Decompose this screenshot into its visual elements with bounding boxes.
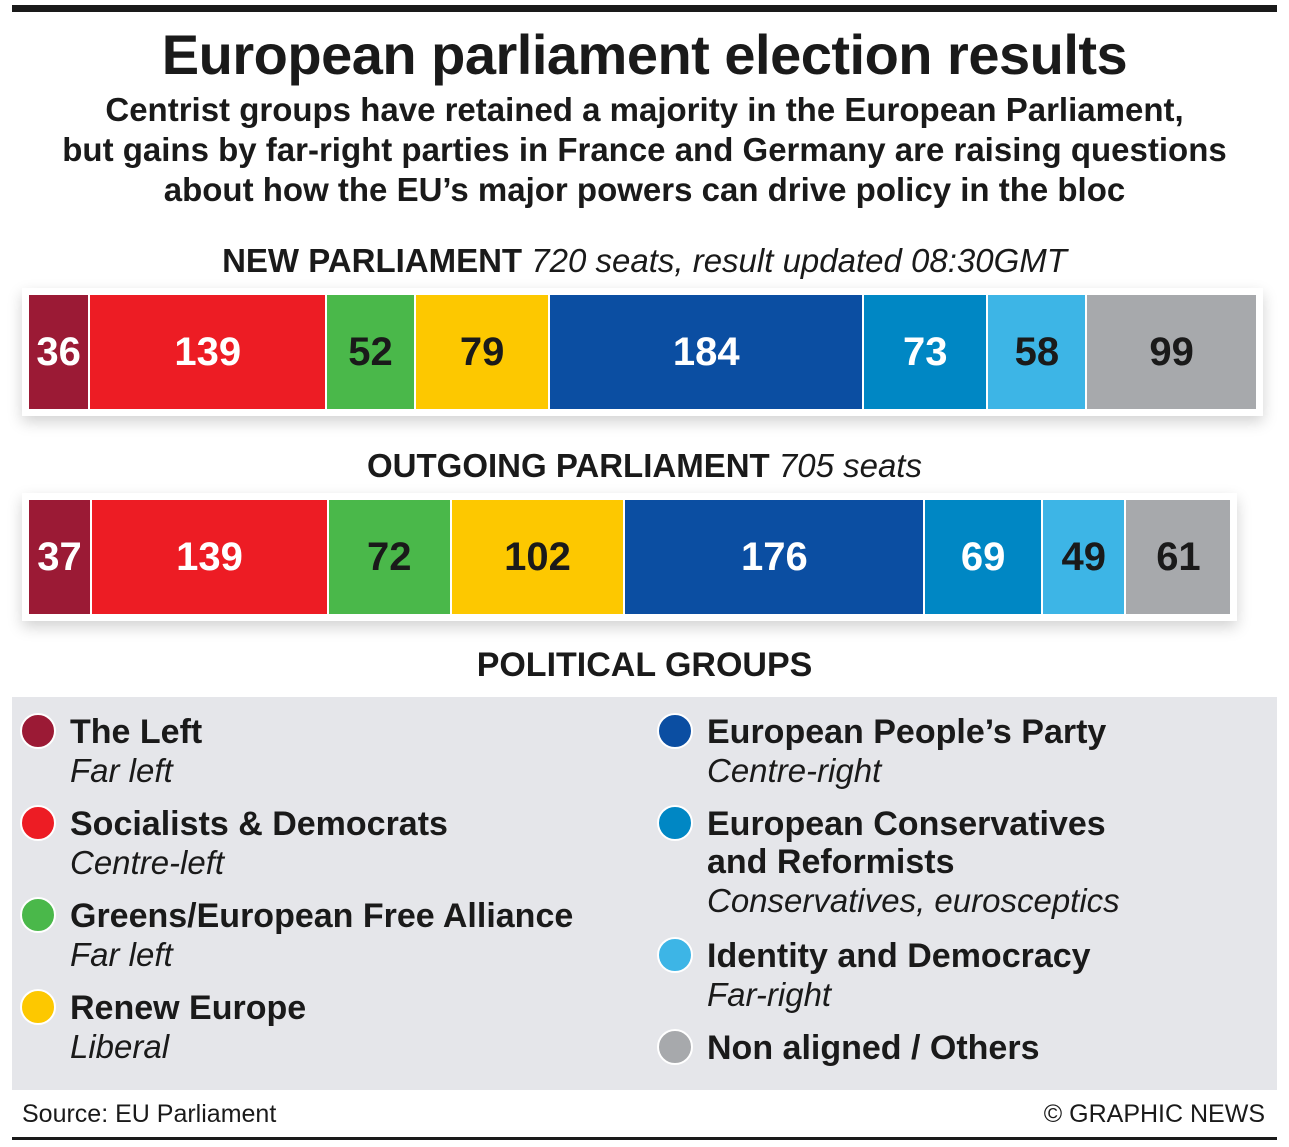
outgoing-parliament-bar: 37 139 72 102 176 69 49 61 xyxy=(22,493,1238,621)
legend-item: The Left Far left xyxy=(20,713,203,791)
legend-description: Conservatives, eurosceptics xyxy=(707,882,1120,919)
legend: The Left Far left Socialists & Democrats Ce… xyxy=(12,697,1277,1090)
segment-label: 72 xyxy=(367,534,412,579)
legend-item: Renew Europe Liberal xyxy=(20,989,307,1067)
segment-label: 37 xyxy=(37,534,82,579)
top-rule xyxy=(12,5,1277,12)
segment-label: 61 xyxy=(1156,534,1201,579)
bar-segment: 52 xyxy=(327,295,416,409)
legend-item: European Conservatives and Reformists Cons… xyxy=(657,805,1120,921)
legend-description: Far-right xyxy=(707,976,832,1013)
segment-label: 49 xyxy=(1061,534,1106,579)
legend-item: European People’s Party Centre-right xyxy=(657,713,1107,791)
bar-segment: 79 xyxy=(415,295,551,409)
new-parliament-bar: 36 139 52 79 184 73 58 99 xyxy=(22,288,1263,416)
segment-label: 79 xyxy=(459,329,505,374)
legend-swatch xyxy=(20,805,56,841)
legend-name: Identity and Democracy xyxy=(707,937,1091,975)
source: Source: EU Parliament xyxy=(22,1100,277,1128)
segment-label: 139 xyxy=(176,534,243,579)
new-parliament-heading: NEW PARLIAMENT 720 seats, result updated… xyxy=(0,242,1289,280)
legend-swatch xyxy=(657,937,693,973)
segment-label: 52 xyxy=(348,329,393,374)
legend-description: Far left xyxy=(70,752,173,789)
bar-heading: OUTGOING PARLIAMENT xyxy=(367,447,770,484)
legend-title: POLITICAL GROUPS xyxy=(476,646,813,684)
bar-segment: 36 xyxy=(29,295,91,409)
segment-label: 184 xyxy=(672,329,740,374)
bar-segment: 58 xyxy=(988,295,1088,409)
bar-segment: 72 xyxy=(328,500,452,614)
bar-note: 705 seats xyxy=(778,447,922,484)
legend-swatch xyxy=(657,805,693,841)
legend-name: Renew Europe xyxy=(70,989,307,1027)
bar-segment: 184 xyxy=(550,295,865,409)
subtitle-line: about how the EU’s major powers can driv… xyxy=(163,171,1126,208)
bar-segment: 102 xyxy=(451,500,626,614)
legend-name: and Reformists xyxy=(707,843,955,881)
legend-item: Socialists & Democrats Centre-left xyxy=(20,805,448,883)
legend-description: Centre-right xyxy=(707,752,882,789)
legend-swatch xyxy=(20,989,56,1025)
bar-segment: 69 xyxy=(925,500,1043,614)
bar-segment: 99 xyxy=(1087,295,1256,409)
title: European parliament election results xyxy=(161,23,1128,86)
bar-heading: NEW PARLIAMENT xyxy=(222,242,523,279)
legend-name: European People’s Party xyxy=(707,713,1107,751)
segment-label: 36 xyxy=(36,329,81,374)
subtitle-line: but gains by far-right parties in France… xyxy=(62,131,1227,168)
legend-item: Non aligned / Others xyxy=(657,1029,1040,1067)
legend-name: The Left xyxy=(70,713,203,751)
legend-item: Identity and Democracy Far-right xyxy=(657,937,1091,1015)
legend-swatch xyxy=(657,713,693,749)
legend-name: European Conservatives xyxy=(707,805,1106,843)
bar-note: 720 seats, result updated 08:30GMT xyxy=(531,242,1067,279)
segment-label: 99 xyxy=(1149,329,1194,374)
segment-label: 176 xyxy=(741,534,808,579)
segment-label: 102 xyxy=(504,534,571,579)
bottom-rule xyxy=(12,1137,1277,1140)
segment-label: 58 xyxy=(1014,329,1060,374)
legend-description: Centre-left xyxy=(70,844,225,881)
bar-segment: 176 xyxy=(625,500,926,614)
legend-description: Far left xyxy=(70,936,173,973)
legend-name: Non aligned / Others xyxy=(707,1029,1040,1067)
legend-name: Greens/European Free Alliance xyxy=(70,897,574,935)
segment-label: 69 xyxy=(960,534,1006,579)
legend-swatch xyxy=(20,897,56,933)
bar-segment: 139 xyxy=(92,500,329,614)
credit: © GRAPHIC NEWS xyxy=(1043,1100,1265,1128)
bar-segment: 139 xyxy=(90,295,328,409)
legend-name: Socialists & Democrats xyxy=(70,805,448,843)
bar-segment: 61 xyxy=(1126,500,1231,614)
segment-label: 73 xyxy=(902,329,948,374)
bar-segment: 49 xyxy=(1042,500,1127,614)
subtitle-line: Centrist groups have retained a majority… xyxy=(105,91,1184,128)
legend-description: Liberal xyxy=(70,1028,170,1065)
segment-label: 139 xyxy=(174,329,242,374)
bar-segment: 73 xyxy=(864,295,989,409)
outgoing-parliament-heading: OUTGOING PARLIAMENT 705 seats xyxy=(0,447,1289,485)
subtitle: Centrist groups have retained a majority… xyxy=(0,90,1289,210)
legend-swatch xyxy=(657,1029,693,1065)
legend-swatch xyxy=(20,713,56,749)
bar-segment: 37 xyxy=(29,500,93,614)
legend-item: Greens/European Free Alliance Far left xyxy=(20,897,574,975)
